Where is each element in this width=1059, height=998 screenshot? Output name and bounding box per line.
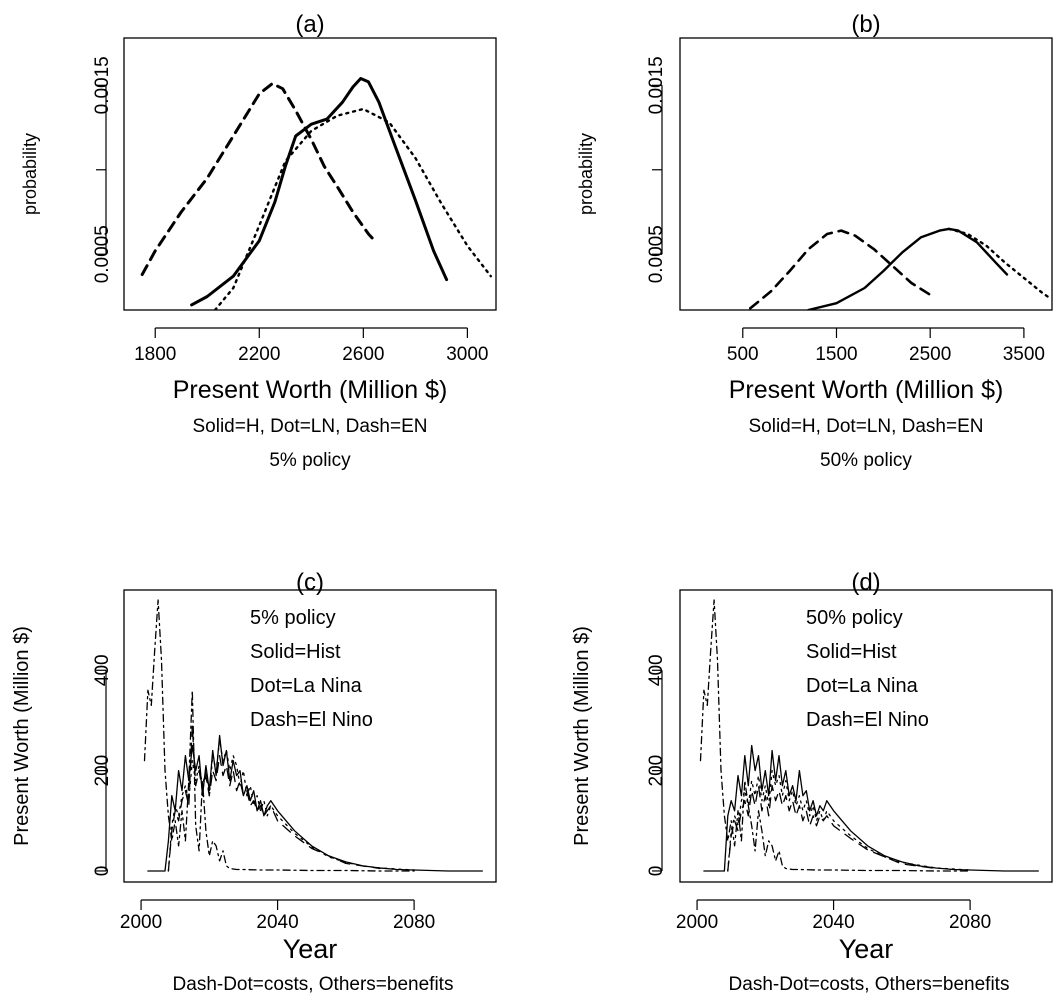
panel-c: (c) 2000 2040 2080 0 200 400 Present Worth (Mil… — [11, 569, 497, 995]
series-group-c — [143, 599, 483, 872]
legend-line-c: Solid=Hist — [250, 641, 341, 663]
caption-c: Dash-Dot=costs, Others=benefits — [173, 974, 454, 995]
subtitle-line-b: Solid=H, Dot=LN, Dash=EN — [749, 416, 984, 437]
plot-frame-b — [679, 37, 1053, 311]
y-tick-label-b: 0.0015 — [646, 56, 667, 114]
series-dot-b — [947, 227, 1052, 300]
x-tick-label-d: 2040 — [812, 912, 854, 933]
y-tick-label-a: 0.0005 — [92, 225, 113, 283]
panel-title-b: (b) — [851, 11, 880, 38]
y-tick-label-d: 400 — [646, 654, 667, 686]
series-dash-b — [748, 229, 932, 310]
x-axis-label-b: Present Worth (Million $) — [729, 376, 1004, 404]
legend-line-d: Dash=El Nino — [806, 709, 929, 731]
series-dash-c — [167, 724, 381, 872]
x-tick-label-b: 2500 — [909, 344, 951, 365]
legend-line-c: Dash=El Nino — [250, 709, 373, 731]
series-solid-d — [703, 744, 1039, 872]
series-dash-a — [140, 82, 378, 276]
panel-title-a: (a) — [295, 11, 324, 38]
x-tick-label-c: 2000 — [120, 912, 162, 933]
x-tick-label-c: 2080 — [393, 912, 435, 933]
legend-line-d: 50% policy — [806, 607, 903, 629]
series-dashdot-d — [699, 599, 971, 872]
y-tick-label-c: 200 — [92, 755, 113, 787]
y-tick-label-b: 0.0005 — [646, 225, 667, 283]
series-group-a — [140, 77, 492, 310]
series-group-d — [699, 599, 1039, 872]
x-tick-label-c: 2040 — [256, 912, 298, 933]
series-solid-c — [147, 734, 483, 872]
x-tick-label-b: 1500 — [815, 344, 857, 365]
plot-frame-d — [679, 589, 1053, 883]
series-solid-a — [190, 77, 449, 307]
y-tick-label-d: 200 — [646, 755, 667, 787]
legend-line-d: Dot=La Nina — [806, 675, 919, 697]
x-tick-label-d: 2000 — [676, 912, 718, 933]
panel-title-d: (d) — [851, 569, 880, 596]
series-dashdot-c — [143, 599, 415, 872]
caption-d: Dash-Dot=costs, Others=benefits — [729, 974, 1010, 995]
series-dash-d — [727, 785, 937, 872]
x-tick-label-a: 1800 — [134, 344, 176, 365]
series-dot-a — [213, 107, 492, 310]
subtitle-line-a: 5% policy — [269, 450, 351, 471]
x-axis-label-c: Year — [283, 934, 338, 964]
x-axis-label-d: Year — [839, 934, 894, 964]
x-tick-label-d: 2080 — [949, 912, 991, 933]
x-tick-label-b: 3500 — [1003, 344, 1045, 365]
x-axis-label-a: Present Worth (Million $) — [173, 376, 448, 404]
y-axis-label-c: Present Worth (Million $) — [11, 626, 33, 846]
plot-frame-a — [123, 37, 497, 311]
y-tick-label-a: 0.0015 — [92, 56, 113, 114]
series-dot-c — [167, 739, 415, 872]
y-axis-label-a: probability — [20, 133, 40, 215]
x-tick-label-a: 2600 — [342, 344, 384, 365]
legend-line-c: 5% policy — [250, 607, 336, 629]
y-axis-label-d: Present Worth (Million $) — [571, 626, 593, 846]
y-tick-label-c: 400 — [92, 654, 113, 686]
y-axis-label-b: probability — [576, 133, 596, 215]
plot-frame-c — [123, 589, 497, 883]
series-group-b — [748, 227, 1052, 310]
panel-d: (d) 2000 2040 2080 0 200 400 Present Worth (Mil… — [571, 569, 1053, 995]
subtitle-line-b: 50% policy — [820, 450, 912, 471]
series-dot-d — [727, 769, 971, 872]
series-solid-b — [807, 227, 1009, 310]
legend-line-c: Dot=La Nina — [250, 675, 363, 697]
y-tick-label-c: 0 — [92, 866, 113, 877]
panel-title-c: (c) — [296, 569, 324, 596]
x-tick-label-a: 2200 — [238, 344, 280, 365]
panel-b: (b) 500 1500 2500 3500 0.0005 0.0015 probabilit… — [576, 11, 1053, 471]
y-tick-label-d: 0 — [646, 866, 667, 877]
x-tick-label-a: 3000 — [446, 344, 488, 365]
subtitle-line-a: Solid=H, Dot=LN, Dash=EN — [193, 416, 428, 437]
legend-line-d: Solid=Hist — [806, 641, 897, 663]
panel-a: (a) 1800 2200 2600 3000 0.0005 0.0015 probabili… — [20, 11, 497, 471]
x-tick-label-b: 500 — [727, 344, 759, 365]
